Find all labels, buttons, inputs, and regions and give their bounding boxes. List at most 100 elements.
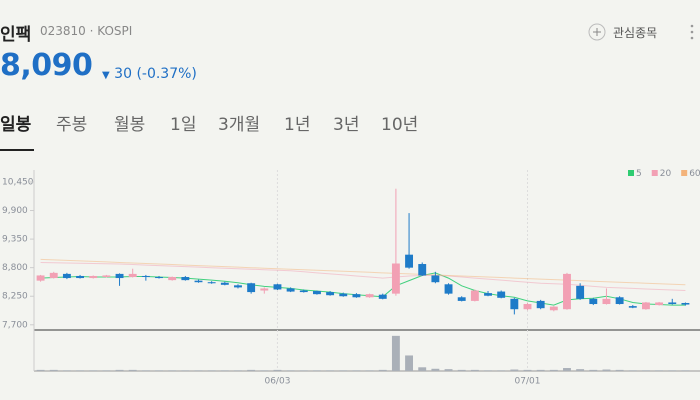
candle-body bbox=[549, 306, 558, 311]
volume-bar bbox=[102, 370, 111, 371]
candle-body bbox=[510, 298, 519, 310]
candle-body bbox=[155, 277, 163, 279]
volume-bar bbox=[523, 369, 532, 371]
volume-bar bbox=[62, 370, 71, 371]
more-icon[interactable] bbox=[690, 24, 694, 40]
volume-bar bbox=[299, 370, 308, 371]
plus-icon[interactable] bbox=[588, 23, 606, 41]
price: 8,090 bbox=[0, 48, 93, 83]
legend-label: 20 bbox=[660, 169, 672, 179]
candle-body bbox=[49, 272, 58, 279]
volume-bar bbox=[470, 369, 479, 371]
volume-bar bbox=[484, 370, 492, 371]
volume-bar bbox=[312, 370, 321, 371]
volume-bar bbox=[668, 370, 677, 371]
candle-body bbox=[299, 290, 308, 293]
change: 30 bbox=[114, 66, 132, 82]
period-tab[interactable]: 3개월 bbox=[218, 115, 261, 135]
x-tick-label: 07/01 bbox=[515, 377, 541, 387]
volume-bar bbox=[89, 370, 98, 371]
favorite-button[interactable]: 관심종목 bbox=[613, 26, 658, 40]
candle-body bbox=[312, 291, 321, 295]
period-tab[interactable]: 주봉 bbox=[56, 115, 88, 135]
candle-body bbox=[681, 302, 690, 305]
y-tick-label: 8,250 bbox=[2, 292, 28, 302]
period-tab[interactable]: 1년 bbox=[284, 115, 311, 135]
candle-body bbox=[194, 280, 203, 283]
legend-label: 5 bbox=[636, 169, 642, 179]
volume-bar bbox=[391, 335, 400, 371]
volume-bar bbox=[194, 370, 203, 371]
candle-body bbox=[220, 282, 229, 285]
y-tick-label: 8,800 bbox=[2, 263, 28, 273]
y-tick-label: 10,450 bbox=[2, 177, 34, 187]
candle-body bbox=[589, 298, 598, 305]
candle-body bbox=[405, 254, 414, 268]
volume-bar bbox=[234, 370, 242, 371]
volume-bar bbox=[168, 370, 177, 371]
candle-body bbox=[168, 277, 177, 281]
stock-name: 인팩 bbox=[0, 25, 32, 45]
volume-bar bbox=[181, 370, 190, 371]
candle-body bbox=[563, 273, 571, 310]
candle-body bbox=[339, 293, 348, 297]
period-tab[interactable]: 10년 bbox=[381, 115, 419, 135]
change-pct: (-0.37%) bbox=[136, 66, 197, 82]
x-tick-label: 06/03 bbox=[264, 377, 290, 387]
ma-line bbox=[40, 258, 686, 286]
volume-bar bbox=[115, 369, 124, 371]
candle-body bbox=[484, 293, 492, 296]
candle-body bbox=[641, 302, 650, 310]
volume-bar bbox=[128, 369, 137, 371]
volume-bar bbox=[378, 369, 387, 371]
legend-swatch bbox=[651, 170, 658, 176]
ma-line bbox=[40, 272, 686, 306]
volume-bar bbox=[576, 369, 585, 371]
candle-body bbox=[391, 263, 400, 294]
volume-bar bbox=[602, 369, 611, 371]
legend-swatch bbox=[681, 170, 688, 176]
candle-body bbox=[615, 297, 624, 305]
candle-body bbox=[602, 298, 611, 305]
candle-body bbox=[128, 273, 137, 278]
volume-bar bbox=[273, 369, 282, 371]
volume-bar bbox=[260, 370, 269, 371]
period-tab[interactable]: 3년 bbox=[333, 115, 360, 135]
candle-body bbox=[536, 300, 545, 309]
ma-line bbox=[40, 262, 686, 291]
period-tab[interactable]: 월봉 bbox=[114, 115, 146, 135]
volume-bar bbox=[655, 370, 664, 371]
candle-body bbox=[286, 288, 295, 292]
candle-body bbox=[62, 273, 71, 279]
candle-body bbox=[141, 275, 150, 278]
volume-bar bbox=[405, 355, 414, 371]
down-arrow: ▼ bbox=[102, 70, 110, 81]
period-tab[interactable]: 일봉 bbox=[0, 115, 32, 135]
candle-body bbox=[36, 275, 45, 281]
stock-code: 023810 · KOSPI bbox=[40, 24, 133, 38]
candle-body bbox=[326, 292, 335, 296]
volume-bar bbox=[628, 370, 637, 371]
volume-bar bbox=[286, 370, 295, 371]
candle-body bbox=[247, 283, 256, 293]
volume-bar bbox=[681, 370, 690, 371]
candle-body bbox=[273, 284, 282, 290]
volume-bar bbox=[536, 369, 545, 371]
legend-swatch bbox=[628, 170, 634, 176]
volume-bar bbox=[549, 369, 558, 371]
candle-body bbox=[352, 294, 361, 298]
volume-bar bbox=[155, 370, 163, 371]
candle-body bbox=[207, 282, 216, 284]
candle-body bbox=[76, 275, 85, 279]
candle-body bbox=[497, 291, 506, 298]
period-tab[interactable]: 1일 bbox=[170, 115, 197, 135]
y-tick-label: 9,350 bbox=[2, 235, 28, 245]
candle-body bbox=[234, 285, 242, 288]
plus-icon bbox=[593, 28, 601, 36]
candle-body bbox=[181, 277, 190, 281]
volume-bar bbox=[326, 370, 335, 371]
candle-body bbox=[668, 302, 677, 305]
candle-body bbox=[378, 294, 387, 299]
